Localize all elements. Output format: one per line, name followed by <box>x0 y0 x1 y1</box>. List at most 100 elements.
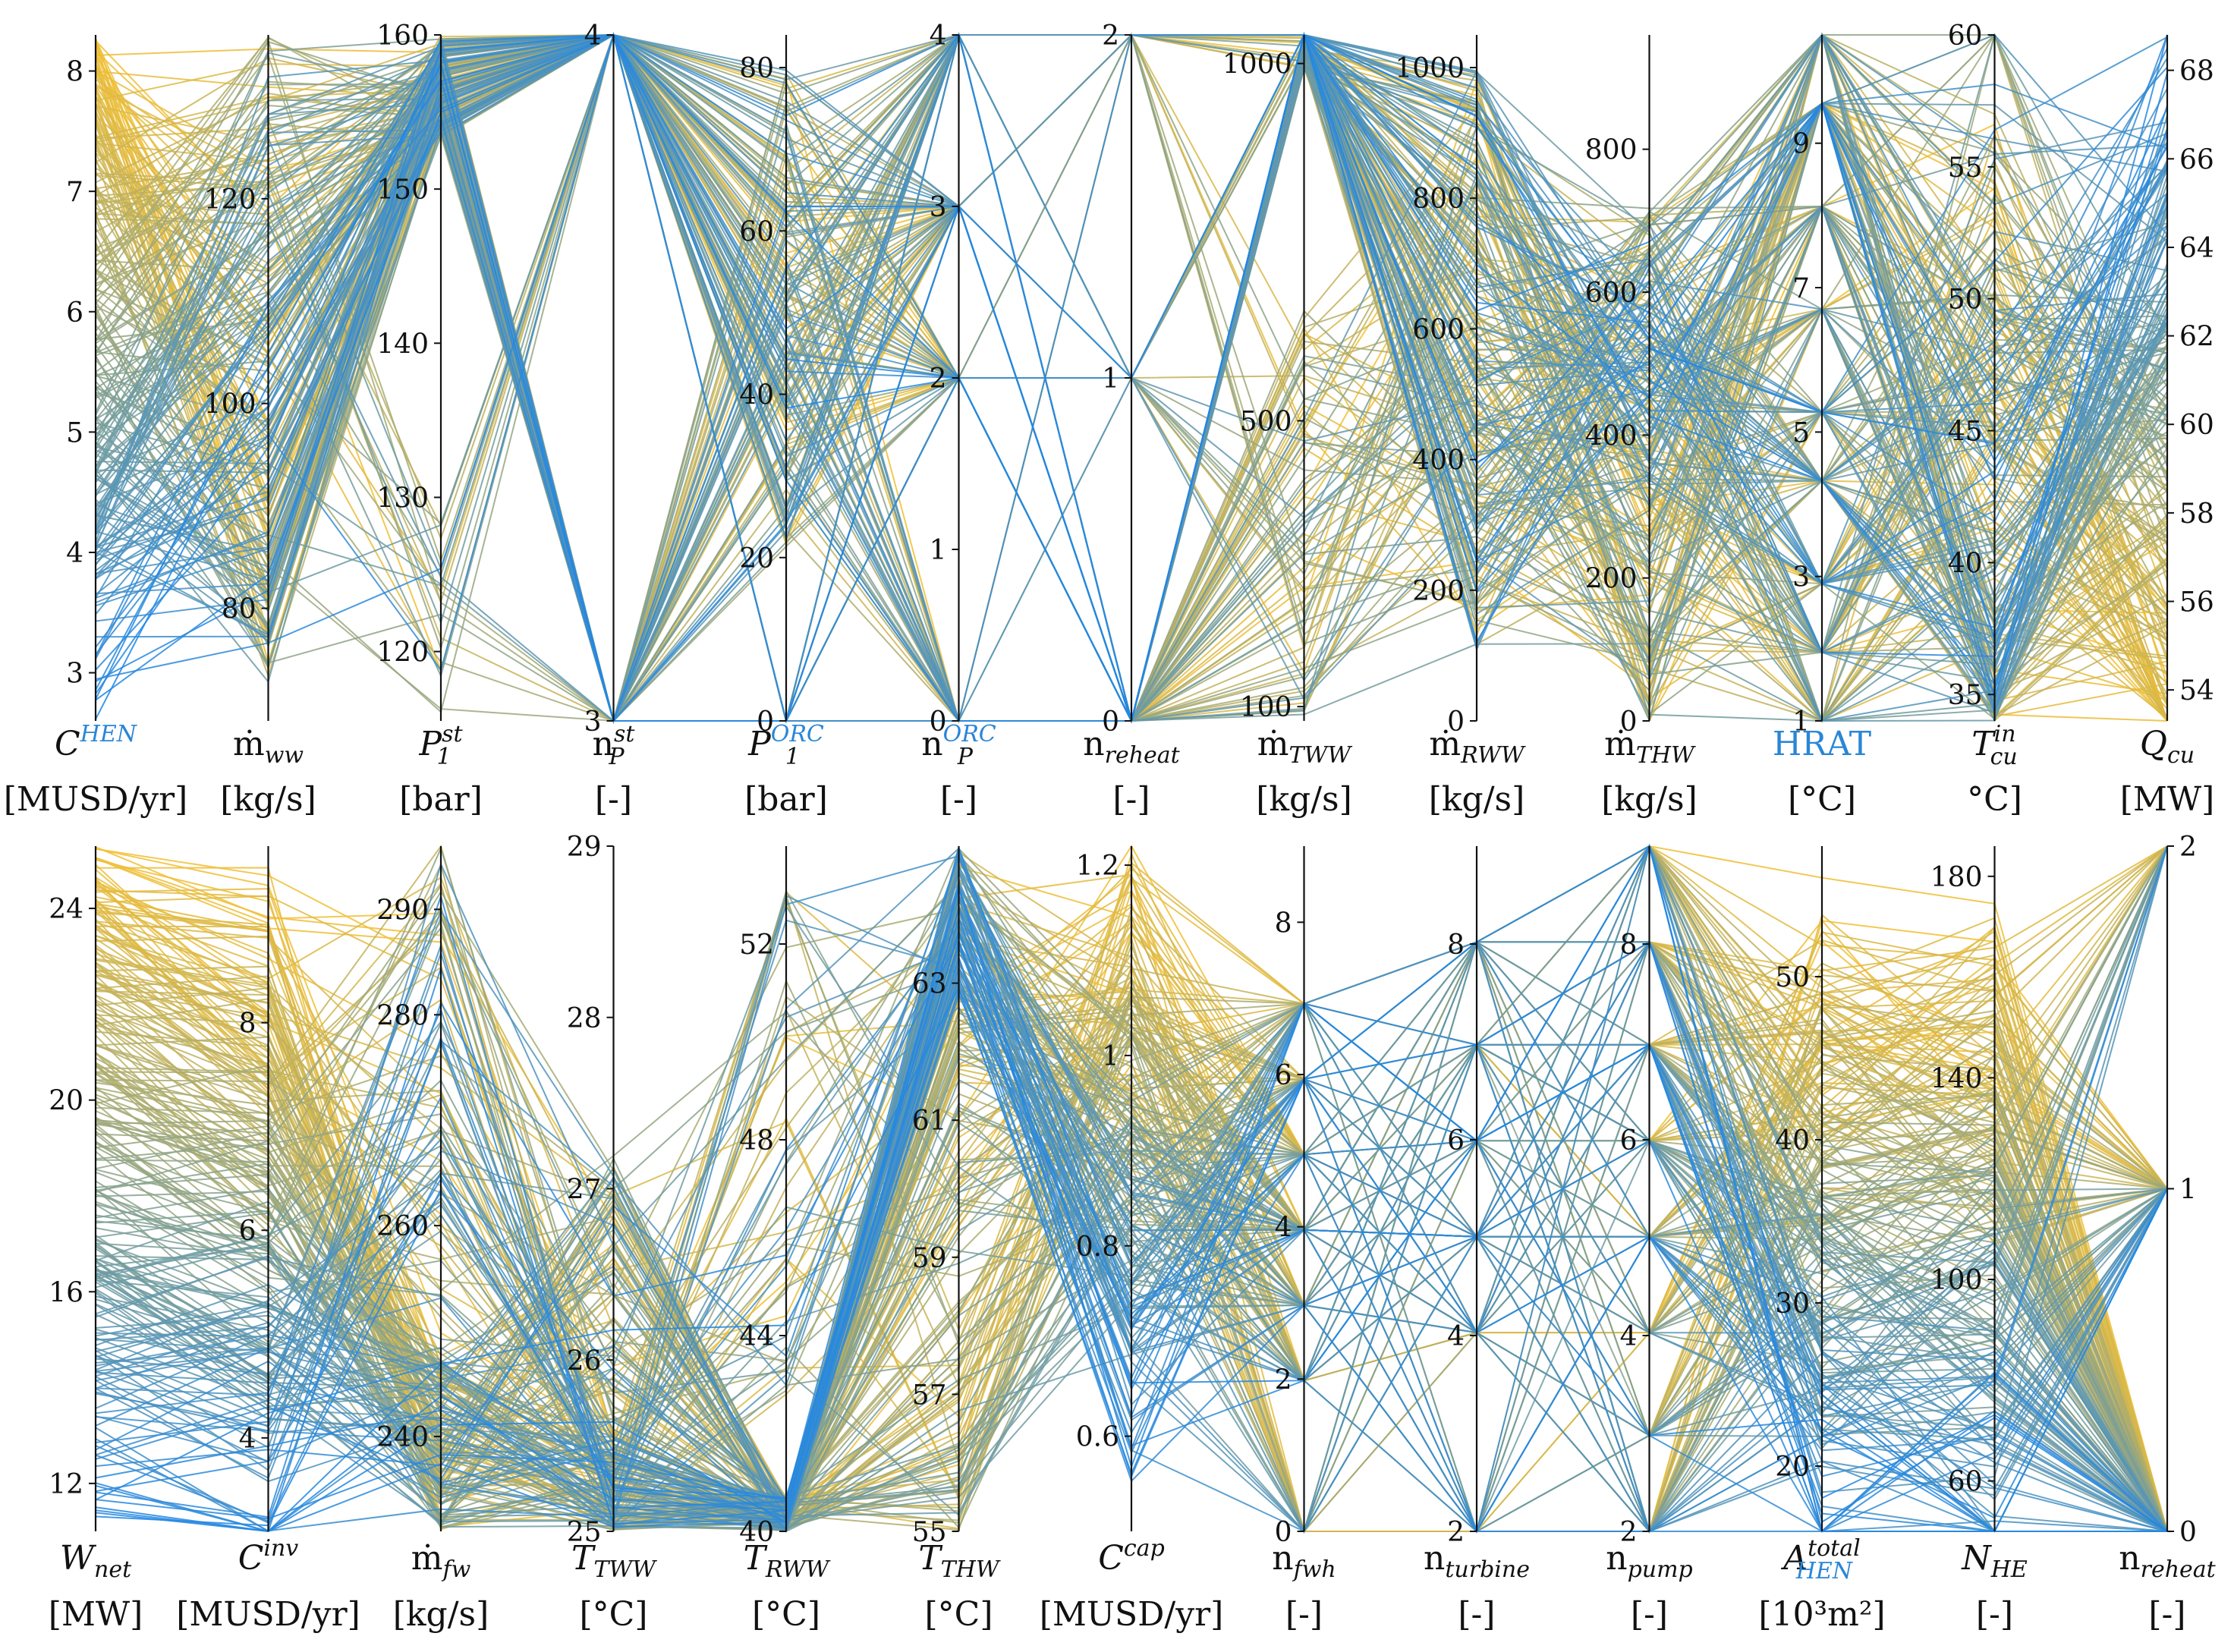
tick-label: 8 <box>1275 908 1292 939</box>
tick-label: 60 <box>1948 20 1983 52</box>
axis-label-m_thw: ṁTHW <box>1604 725 1696 769</box>
axis-unit-hrat: [°C] <box>1788 780 1856 819</box>
axis-label-c_hen: CHEN <box>55 721 138 763</box>
axis-p1_st: 120 130 140 150 160 Pst 1 [bar] <box>376 20 483 819</box>
tick-label: 0 <box>2179 1517 2197 1548</box>
axis-label-t_tww: TTWW <box>571 1539 657 1583</box>
tick-label: 54 <box>2179 675 2214 706</box>
tick-label: 1 <box>1102 363 1119 395</box>
tick-label: 2 <box>1620 1517 1638 1548</box>
axis-unit-np_st: [-] <box>595 780 632 819</box>
tick-label: 400 <box>1412 445 1465 477</box>
panel-top: 345678CHEN[MUSD/yr]80100120ṁww[kg/s]1201… <box>4 20 2215 819</box>
tick-label: 1 <box>930 535 947 566</box>
tick-label: 240 <box>376 1422 429 1453</box>
tick-label: 3 <box>584 706 602 738</box>
tick-label: 80 <box>739 53 774 84</box>
axis-t_thw: 55 57 59 61 63 TTHW [°C] <box>912 846 1001 1634</box>
tick-label: 500 <box>1240 407 1292 438</box>
axis-label-w_net: Wnet <box>60 1539 132 1583</box>
panel-bottom: 12162024Wnet[MW]468Cinv[MUSD/yr]24026028… <box>49 832 2217 1634</box>
axis-unit-t_cu_in: °C] <box>1967 780 2022 819</box>
axis-n_reheat_b: 0 1 2 nreheat [-] <box>2119 832 2216 1634</box>
tick-label: 52 <box>739 930 774 961</box>
tick-label: 4 <box>1620 1321 1638 1352</box>
tick-label: 25 <box>567 1517 602 1548</box>
tick-label: 20 <box>1775 1452 1810 1483</box>
tick-label: 68 <box>2179 56 2214 87</box>
tick-label: 35 <box>1948 680 1983 711</box>
axis-m_fw: 240 260 280 290 ṁfw [kg/s] <box>376 846 489 1634</box>
tick-label: 1.2 <box>1076 851 1119 882</box>
axis-label-n_reheat_b: nreheat <box>2119 1539 2216 1583</box>
tick-label: 180 <box>1930 862 1983 893</box>
tick-label: 100 <box>204 389 256 420</box>
tick-label: 130 <box>376 483 429 514</box>
axis-unit-c_cap: [MUSD/yr] <box>1040 1595 1224 1634</box>
tick-label: 6 <box>66 297 83 329</box>
tick-label: 6 <box>1275 1060 1292 1091</box>
tick-label: 2 <box>930 363 947 395</box>
axis-q_cu: 54 56 58 60 62 64 66 68 Qcu [MW] <box>2120 35 2214 819</box>
axis-label-c_inv: Cinv <box>238 1535 299 1578</box>
tick-label: 20 <box>739 543 774 574</box>
axis-unit-m_tww: [kg/s] <box>1256 780 1352 819</box>
tick-label: 7 <box>1792 273 1810 304</box>
axis-n_he: 60 100 140 180 NHE [-] <box>1930 846 2028 1634</box>
tick-label: 6 <box>1447 1125 1465 1156</box>
axis-label-np_st: nst P <box>593 721 636 770</box>
axis-unit-m_thw: [kg/s] <box>1601 780 1698 819</box>
tick-label: 800 <box>1585 135 1638 166</box>
tick-label: 44 <box>739 1321 774 1352</box>
tick-label: 40 <box>739 380 774 411</box>
tick-label: 0 <box>757 706 774 738</box>
axis-label-c_cap: Ccap <box>1098 1535 1165 1578</box>
tick-label: 16 <box>49 1277 83 1308</box>
axis-label-t_thw: TTHW <box>918 1539 1001 1583</box>
tick-label: 0 <box>930 706 947 738</box>
tick-label: 7 <box>66 177 83 208</box>
tick-label: 280 <box>376 1000 429 1031</box>
axis-label-np_orc: nORC P <box>921 721 996 770</box>
axis-t_cu_in: 35 40 45 50 55 60 Tin cu °C] <box>1948 20 2022 819</box>
tick-label: 400 <box>1585 420 1638 452</box>
axis-unit-c_inv: [MUSD/yr] <box>176 1595 360 1634</box>
tick-label: 0 <box>1447 706 1465 738</box>
axis-unit-m_ww: [kg/s] <box>220 780 316 819</box>
axis-unit-n_fwh: [-] <box>1285 1595 1323 1634</box>
axis-unit-c_hen: [MUSD/yr] <box>4 780 188 819</box>
tick-label: 29 <box>567 832 602 863</box>
tick-label: 48 <box>739 1125 774 1156</box>
tick-label: 6 <box>239 1216 256 1247</box>
tick-label: 0 <box>1102 706 1119 738</box>
tick-label: 60 <box>1948 1467 1983 1498</box>
axis-unit-t_thw: [°C] <box>925 1595 993 1634</box>
tick-label: 2 <box>2179 832 2197 863</box>
axis-n_turbine: 2 4 6 8 nturbine [-] <box>1424 846 1530 1634</box>
tick-label: 2 <box>1275 1364 1292 1396</box>
tick-label: 9 <box>1792 129 1810 160</box>
tick-label: 62 <box>2179 322 2214 353</box>
tick-label: 100 <box>1930 1265 1983 1296</box>
tick-label: 800 <box>1412 184 1465 215</box>
tick-label: 120 <box>376 637 429 669</box>
tick-label: 4 <box>239 1424 256 1455</box>
tick-label: 1 <box>1102 1041 1119 1072</box>
axis-unit-n_turbine: [-] <box>1458 1595 1495 1634</box>
tick-label: 8 <box>1620 930 1638 961</box>
tick-label: 59 <box>912 1243 947 1274</box>
tick-label: 200 <box>1585 564 1638 595</box>
tick-label: 200 <box>1412 576 1465 607</box>
axis-unit-n_he: [-] <box>1976 1595 2013 1634</box>
axis-label-hrat: HRAT <box>1773 725 1871 763</box>
axis-label-m_ww: ṁww <box>233 725 304 769</box>
axis-unit-p1_orc: [bar] <box>744 780 828 819</box>
tick-label: 600 <box>1412 314 1465 345</box>
tick-label: 4 <box>1275 1213 1292 1244</box>
panel-bottom-axes: 12162024Wnet[MW]468Cinv[MUSD/yr]24026028… <box>49 832 2217 1634</box>
tick-label: 4 <box>584 20 602 52</box>
tick-label: 5 <box>66 417 83 448</box>
tick-label: 45 <box>1948 417 1983 448</box>
tick-label: 0.8 <box>1076 1232 1119 1263</box>
tick-label: 50 <box>1948 285 1983 316</box>
